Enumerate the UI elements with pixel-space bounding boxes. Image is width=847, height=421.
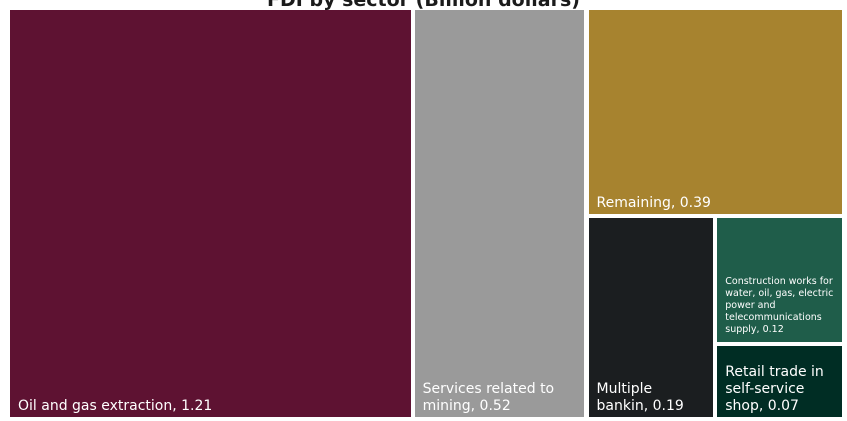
tile-label-retail-trade-in-self-service-shop: Retail trade in self-service shop, 0.07 [725, 363, 824, 414]
tile-label-oil-and-gas-extraction: Oil and gas extraction, 1.21 [18, 398, 213, 414]
chart-title: FDI by sector (Billion dollars) [267, 0, 580, 11]
tile-label-multiple-bankin: Multiple bankin, 0.19 [596, 380, 684, 414]
tile-remaining: Remaining, 0.39 [588, 10, 842, 215]
tile-services-related-to-mining: Services related to mining, 0.52 [414, 10, 585, 417]
tile-label-construction-works-for-water-oil-gas-electric-power-and-telecommunications-supply: Construction works for water, oil, gas, … [725, 276, 834, 336]
tile-label-remaining: Remaining, 0.39 [596, 195, 711, 212]
tile-construction-works-for-water-oil-gas-electric-power-and-telecommunications-supply: Construction works for water, oil, gas, … [717, 218, 842, 343]
tile-multiple-bankin: Multiple bankin, 0.19 [588, 218, 714, 417]
tile-retail-trade-in-self-service-shop: Retail trade in self-service shop, 0.07 [717, 346, 842, 417]
tile-label-services-related-to-mining: Services related to mining, 0.52 [422, 381, 555, 414]
tile-oil-and-gas-extraction: Oil and gas extraction, 1.21 [10, 10, 411, 417]
